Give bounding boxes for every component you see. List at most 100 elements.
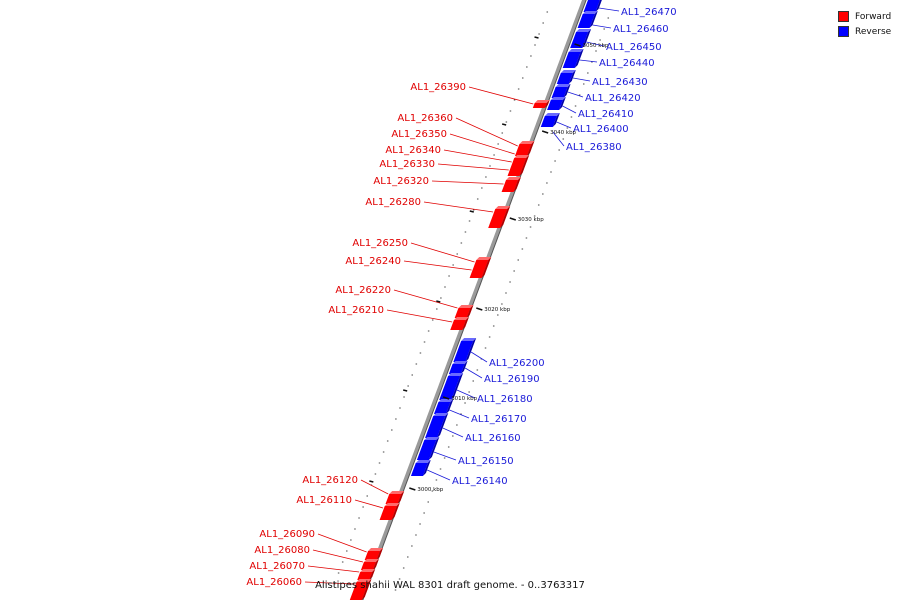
gene-side-face — [559, 97, 566, 110]
forward-gene-label: AL1_26350 — [391, 129, 447, 140]
reverse-leader — [456, 389, 476, 399]
forward-gene-label: AL1_26110 — [296, 495, 352, 506]
gene-side-face — [422, 460, 431, 476]
gene-side-face — [465, 338, 477, 362]
forward-gene-label: AL1_26070 — [249, 561, 305, 572]
gene-side-face — [574, 49, 584, 68]
reverse-gene — [556, 73, 573, 84]
reverse-leader — [586, 41, 605, 47]
forward-gene-label: AL1_26390 — [410, 82, 466, 93]
tick-marks — [333, 11, 610, 591]
scale-label: 3010 kbp — [451, 396, 477, 402]
gene-side-face — [481, 257, 492, 278]
gene-side-face — [552, 113, 560, 127]
reverse-gene — [583, 0, 600, 12]
reverse-leader — [562, 105, 577, 114]
gene-top-face — [389, 491, 405, 494]
gene-side-face — [391, 503, 400, 520]
reverse-leader — [426, 469, 451, 481]
reverse-leader — [592, 24, 612, 29]
gene-labels: AL1_26470 AL1_26460 AL1_26450 AL1_26440 AL1_… — [246, 7, 676, 588]
gene-top-face — [576, 29, 592, 32]
forward-leader — [304, 581, 355, 585]
reverse-gene-label: AL1_26150 — [458, 456, 514, 467]
reverse-gene — [551, 87, 568, 98]
forward-leader — [386, 309, 453, 323]
reverse-leader — [567, 91, 584, 98]
forward-leader — [312, 549, 364, 563]
forward-leader — [317, 533, 367, 553]
gene-side-face — [500, 206, 511, 228]
legend-forward-label: Forward — [855, 11, 892, 22]
reverse-leader — [556, 121, 572, 129]
forward-gene — [450, 320, 466, 330]
reverse-gene — [425, 416, 446, 438]
reverse-gene-label: AL1_26400 — [573, 124, 629, 135]
gene-top-face — [458, 305, 474, 308]
gene-side-face — [466, 305, 474, 318]
gene-top-face — [568, 49, 584, 52]
reverse-gene-label: AL1_26180 — [477, 394, 533, 405]
major-tick — [469, 210, 474, 213]
major-tick — [541, 130, 549, 134]
major-tick — [534, 36, 539, 39]
gene-side-face — [397, 491, 405, 504]
forward-leader — [468, 86, 534, 105]
forward-gene-label: AL1_26090 — [259, 529, 315, 540]
gene-top-face — [519, 141, 535, 144]
reverse-gene-label: AL1_26380 — [566, 142, 622, 153]
reverse-leader — [552, 131, 565, 147]
forward-gene — [379, 506, 397, 520]
gene-side-face — [372, 559, 379, 570]
forward-gene-label: AL1_26080 — [254, 545, 310, 556]
forward-leader — [423, 201, 494, 213]
reverse-gene — [448, 364, 465, 374]
forward-leader — [437, 163, 509, 171]
forward-gene-label: AL1_26250 — [352, 238, 408, 249]
gene-top-face — [433, 413, 449, 416]
scale-label: 3030 kbp — [518, 217, 544, 223]
major-tick — [501, 123, 507, 126]
gene-side-face — [519, 155, 530, 176]
forward-leader — [403, 260, 472, 271]
reverse-gene — [453, 341, 474, 362]
major-tick — [442, 396, 450, 400]
reverse-gene — [410, 463, 428, 476]
gene-top-face — [363, 559, 379, 562]
forward-gene — [385, 494, 402, 504]
gene-top-face — [424, 437, 440, 440]
forward-leader — [393, 289, 458, 309]
forward-gene — [364, 551, 381, 560]
gene-side-face — [460, 361, 468, 374]
gene-top-face — [555, 84, 571, 87]
reverse-gene — [577, 14, 595, 28]
major-tick — [436, 300, 441, 303]
major-tick — [574, 43, 581, 47]
gene-top-face — [495, 206, 511, 209]
gene-top-face — [560, 70, 576, 73]
reverse-gene — [416, 440, 437, 460]
gene-top-face — [544, 113, 560, 116]
reverse-gene-label: AL1_26450 — [606, 42, 662, 53]
gene-top-face — [506, 177, 522, 180]
reverse-gene-label: AL1_26440 — [599, 58, 655, 69]
forward-gene-label: AL1_26330 — [379, 159, 435, 170]
legend-reverse-label: Reverse — [855, 26, 892, 37]
gene-top-face — [550, 97, 566, 100]
forward-gene — [454, 308, 471, 318]
forward-gene — [488, 209, 508, 228]
gene-side-face — [369, 569, 376, 580]
reverse-gene-label: AL1_26460 — [613, 24, 669, 35]
major-tick — [403, 389, 408, 392]
forward-gene — [532, 103, 547, 108]
reverse-leader — [572, 77, 591, 82]
forward-gene-label: AL1_26060 — [246, 577, 302, 588]
reverse-gene — [433, 402, 451, 414]
forward-leader — [455, 117, 518, 147]
reverse-gene-label: AL1_26190 — [484, 374, 540, 385]
forward-gene-label: AL1_26220 — [335, 285, 391, 296]
forward-gene-label: AL1_26120 — [302, 475, 358, 486]
forward-leader — [443, 149, 512, 163]
reverse-gene-label: AL1_26420 — [585, 93, 641, 104]
